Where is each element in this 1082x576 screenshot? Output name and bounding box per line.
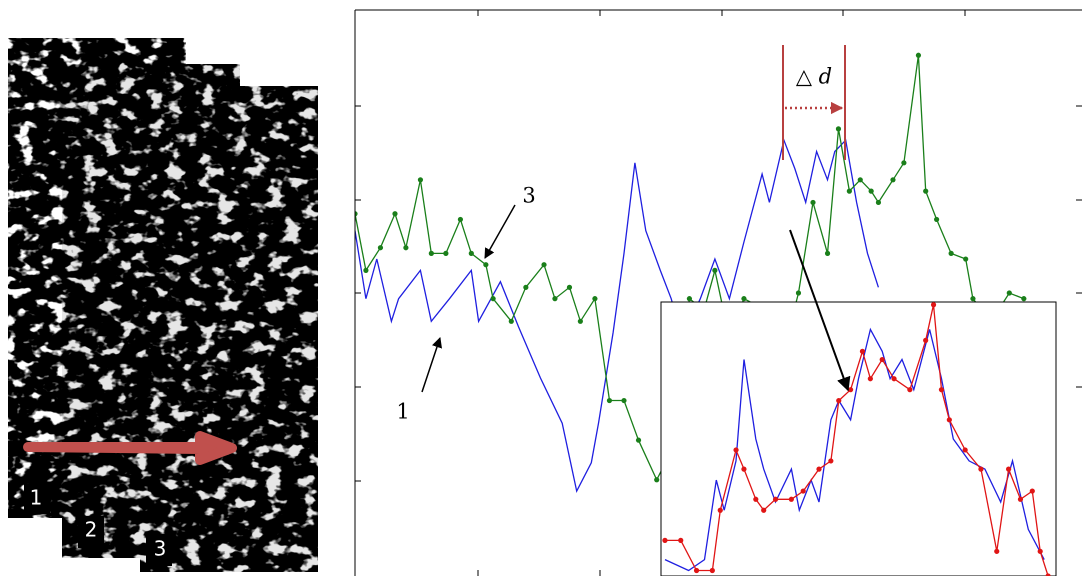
point	[541, 262, 547, 268]
point	[686, 296, 693, 302]
zoom-arrow	[789, 229, 851, 392]
point	[835, 126, 842, 132]
point	[1045, 573, 1051, 576]
point	[377, 245, 384, 251]
point	[788, 496, 794, 502]
motion-arrow	[23, 431, 237, 465]
frame-label: 1	[30, 486, 43, 510]
point	[868, 188, 874, 194]
point	[857, 177, 863, 183]
series-line	[664, 327, 1045, 572]
point	[592, 296, 598, 302]
point	[508, 318, 514, 324]
point	[836, 398, 842, 404]
point	[890, 177, 896, 183]
point	[717, 507, 723, 513]
point	[859, 348, 866, 354]
point	[392, 211, 398, 217]
point	[483, 262, 489, 268]
point	[662, 537, 668, 543]
point	[457, 216, 464, 223]
point	[1006, 290, 1012, 296]
frame-texture	[140, 86, 318, 572]
point	[948, 250, 954, 256]
point	[552, 296, 558, 302]
point	[417, 177, 424, 183]
point	[606, 397, 613, 404]
point	[963, 256, 969, 262]
point	[733, 447, 739, 453]
point	[1006, 466, 1012, 472]
point	[934, 216, 940, 223]
point	[901, 160, 907, 166]
point	[938, 387, 945, 393]
frame-label: 3	[154, 537, 167, 561]
point	[566, 284, 573, 290]
tick-marks	[355, 10, 1082, 576]
axes-frame	[354, 9, 1082, 576]
point	[363, 267, 369, 273]
pointer-arrow	[421, 337, 442, 393]
point	[428, 250, 434, 256]
point	[355, 211, 358, 217]
label-box	[78, 516, 104, 548]
point	[1017, 496, 1024, 502]
point	[741, 466, 747, 472]
point	[635, 437, 642, 443]
point	[891, 376, 897, 382]
pointer-arrow	[484, 204, 516, 259]
series-label: 3	[522, 184, 535, 208]
point	[875, 199, 882, 206]
inset-plot	[662, 302, 1051, 576]
point	[443, 250, 449, 256]
point	[761, 507, 767, 513]
label-box	[146, 534, 172, 566]
point	[741, 296, 747, 302]
label-box	[24, 484, 50, 514]
point	[654, 477, 660, 483]
point	[907, 387, 913, 393]
point	[753, 496, 759, 502]
point	[403, 245, 409, 251]
point	[1021, 296, 1027, 302]
point	[1029, 488, 1035, 494]
series-label: 1	[396, 400, 409, 424]
point	[915, 52, 922, 58]
point	[946, 417, 952, 423]
annotations: △ d 3 1	[396, 45, 851, 424]
series-line	[355, 137, 880, 494]
delta-d-label: △ d	[796, 65, 832, 89]
point	[795, 290, 802, 296]
point	[930, 302, 937, 308]
point	[867, 376, 873, 382]
point	[879, 356, 885, 363]
point	[846, 188, 852, 194]
point	[970, 296, 976, 302]
point	[828, 458, 834, 464]
point	[468, 250, 474, 256]
point	[490, 296, 496, 302]
point	[923, 337, 929, 343]
point	[712, 267, 718, 273]
point	[816, 466, 822, 472]
frames: 1 2 3	[8, 38, 318, 572]
inset-frame	[660, 301, 1057, 576]
point	[978, 466, 984, 472]
point	[1037, 548, 1043, 554]
frame-label: 2	[85, 518, 98, 542]
point	[709, 567, 715, 574]
point	[693, 567, 700, 574]
point	[577, 318, 583, 324]
point	[810, 199, 816, 206]
point	[678, 537, 684, 543]
point	[621, 397, 627, 404]
point	[923, 188, 929, 194]
point	[523, 284, 529, 290]
point	[772, 496, 779, 502]
point	[824, 250, 831, 256]
point	[994, 548, 1000, 554]
point	[800, 488, 806, 494]
point	[962, 447, 968, 453]
